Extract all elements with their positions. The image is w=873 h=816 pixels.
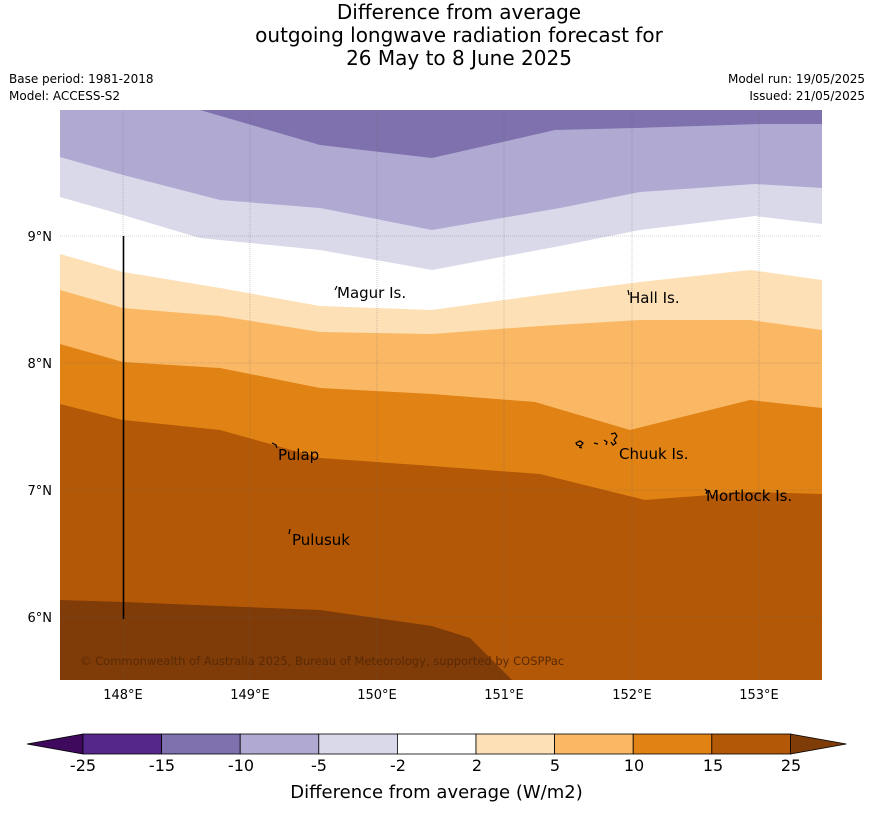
place-label-chuuk: Chuuk Is. (619, 445, 688, 463)
place-label-pulap: Pulap (278, 446, 319, 464)
colorbar-segment (239, 733, 320, 755)
colorbar-segment (161, 733, 241, 755)
colorbar-extend-low (26, 733, 84, 755)
magur-island-shape (334, 285, 338, 291)
place-labels: Magur Is. Hall Is. Pulap Chuuk Is. Mortl… (278, 284, 792, 549)
colorbar (26, 733, 847, 755)
colorbar-segment (396, 733, 477, 755)
issued-date: Issued: 21/05/2025 (749, 89, 865, 103)
place-label-pulusuk: Pulusuk (292, 531, 350, 549)
colorbar-segment (318, 733, 398, 755)
model-name: Model: ACCESS-S2 (9, 89, 121, 103)
colorbar-segment (475, 733, 555, 755)
title-line-2: outgoing longwave radiation forecast for (255, 23, 663, 47)
lon-label-150e: 150°E (357, 688, 397, 703)
mortlock-island-shape (704, 488, 708, 495)
colorbar-tick-label: -5 (311, 756, 327, 775)
colorbar-tick-label: 15 (702, 756, 724, 775)
colorbar-segment (554, 733, 634, 755)
place-label-magur: Magur Is. (337, 284, 406, 302)
lon-label-151e: 151°E (484, 688, 524, 703)
colorbar-tick-label: 5 (549, 756, 561, 775)
pulusuk-island-shape (288, 528, 291, 535)
model-run: Model run: 19/05/2025 (727, 72, 865, 86)
title-line-3: 26 May to 8 June 2025 (346, 46, 572, 70)
pulap-island-shape (271, 442, 278, 449)
colorbar-segment (711, 733, 791, 755)
lon-label-148e: 148°E (103, 688, 143, 703)
latitude-labels: 9°N 8°N 7°N 6°N (28, 230, 53, 626)
lat-label-8n: 8°N (28, 357, 53, 372)
place-label-hall: Hall Is. (629, 289, 680, 307)
lat-label-9n: 9°N (28, 230, 53, 245)
anomaly-field (60, 110, 822, 680)
graticule (60, 110, 822, 680)
colorbar-tick-label: -10 (227, 756, 255, 775)
chuuk-lagoon-shape (575, 432, 618, 449)
longitude-labels: 148°E 149°E 150°E 151°E 152°E 153°E (103, 688, 779, 703)
base-period: Base period: 1981-2018 (9, 72, 154, 86)
colorbar-tick-label: -15 (148, 756, 176, 775)
lat-label-6n: 6°N (28, 611, 53, 626)
lon-label-149e: 149°E (230, 688, 270, 703)
colorbar-segment (82, 733, 162, 755)
hall-island-shape (627, 289, 630, 296)
title-line-1: Difference from average (336, 0, 582, 24)
colorbar-tick-label: 10 (623, 756, 645, 775)
lon-label-153e: 153°E (739, 688, 779, 703)
colorbar-tick-label: -2 (390, 756, 406, 775)
colorbar-segment (632, 733, 713, 755)
colorbar-extend-high (790, 733, 847, 755)
lon-label-152e: 152°E (612, 688, 652, 703)
copyright-text: © Commonwealth of Australia 2025, Bureau… (80, 654, 564, 668)
lat-label-7n: 7°N (28, 484, 53, 499)
colorbar-tick-label: 2 (471, 756, 483, 775)
band-dark-brown (60, 600, 512, 680)
colorbar-tick-label: -25 (69, 756, 97, 775)
place-label-mortlock: Mortlock Is. (706, 487, 792, 505)
colorbar-title: Difference from average (W/m2) (290, 782, 583, 803)
colorbar-tick-label: 25 (780, 756, 802, 775)
island-outlines (271, 285, 708, 535)
